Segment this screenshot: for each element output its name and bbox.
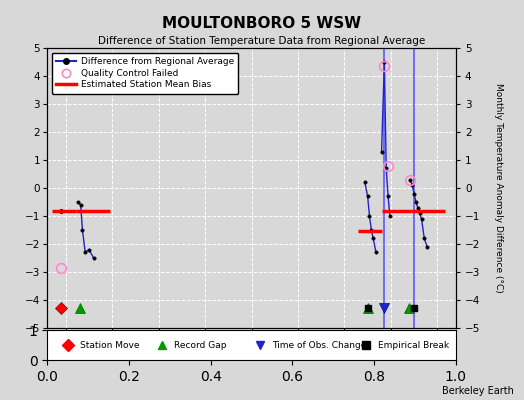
- Text: Berkeley Earth: Berkeley Earth: [442, 386, 514, 396]
- Text: Time of Obs. Change: Time of Obs. Change: [272, 340, 366, 350]
- Text: Empirical Break: Empirical Break: [378, 340, 450, 350]
- Text: MOULTONBORO 5 WSW: MOULTONBORO 5 WSW: [162, 16, 362, 31]
- Text: Station Move: Station Move: [80, 340, 139, 350]
- Text: Record Gap: Record Gap: [174, 340, 226, 350]
- Legend: Difference from Regional Average, Quality Control Failed, Estimated Station Mean: Difference from Regional Average, Qualit…: [52, 52, 238, 94]
- Text: Difference of Station Temperature Data from Regional Average: Difference of Station Temperature Data f…: [99, 36, 425, 46]
- Y-axis label: Monthly Temperature Anomaly Difference (°C): Monthly Temperature Anomaly Difference (…: [494, 83, 503, 293]
